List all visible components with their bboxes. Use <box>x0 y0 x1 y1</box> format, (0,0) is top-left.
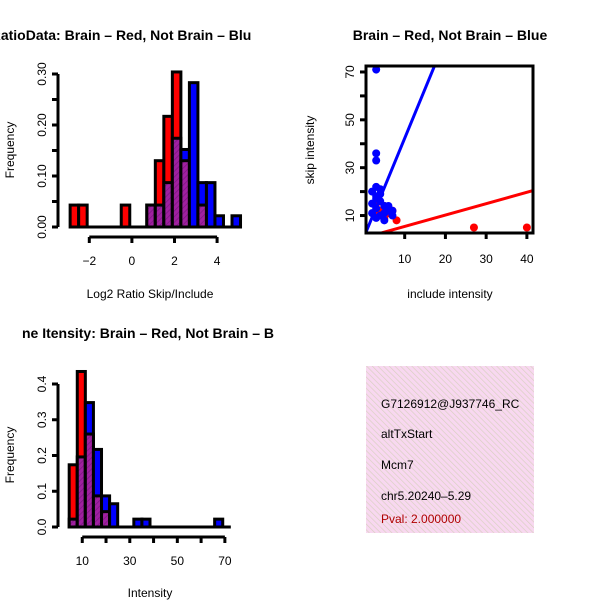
scatter-x-tick-label: 40 <box>520 252 534 266</box>
hist1-title: RatioData: Brain – Red, Not Brain – Blu <box>0 27 251 43</box>
info-pval: Pval: 2.000000 <box>381 512 461 526</box>
hist2-x-tick-label: 30 <box>123 554 137 568</box>
scatter-frame <box>364 64 535 235</box>
hist2-y-tick-label: 0.3 <box>35 411 49 428</box>
hist2-y-tick-label: 0.2 <box>35 447 49 464</box>
scatter-point-brain <box>522 223 531 232</box>
hist2-x-tick-label: 10 <box>76 554 90 568</box>
hist2-title: ne Itensity: Brain – Red, Not Brain – B <box>22 325 274 341</box>
scatter-fit-line-not-brain <box>366 66 437 233</box>
scatter-y-tick-label: 10 <box>343 209 357 223</box>
hist0-y-tick-label: 0.20 <box>35 113 49 137</box>
hist0-y-tick-label: 0.00 <box>35 215 49 239</box>
info-location: chr5.20240–5.29 <box>381 489 471 503</box>
hist0-y-tick-label: 0.10 <box>35 164 49 188</box>
scatter-y-tick-label: 30 <box>343 161 357 175</box>
hist0-bar-not-brain <box>230 214 243 229</box>
hist2-y-tick-label: 0.1 <box>35 483 49 500</box>
hist0-bar-not-brain <box>213 214 225 229</box>
hist2-xlabel: Intensity <box>128 586 173 600</box>
info-event-type: altTxStart <box>381 427 433 441</box>
scatter-point-not-brain <box>380 216 389 225</box>
scatter-point-not-brain <box>372 156 381 165</box>
hist2-x-tick-label: 50 <box>171 554 185 568</box>
scatter-point-not-brain <box>372 66 381 74</box>
hist0-bar-brain <box>77 203 89 229</box>
scatter-y-tick-label: 70 <box>343 65 357 79</box>
hist2-y-tick-label: 0.0 <box>35 518 49 535</box>
hist2-y-tick-label: 0.4 <box>35 375 49 392</box>
hist2-bar-not-brain <box>108 502 120 529</box>
scatter-title: Brain – Red, Not Brain – Blue <box>353 27 548 43</box>
scatter-x-tick-label: 10 <box>398 252 412 266</box>
hist0-x-tick-label: 4 <box>214 254 221 268</box>
scatter-point-not-brain <box>388 211 397 220</box>
scatter-point-brain <box>469 223 478 232</box>
scatter-ylabel: skip intensity <box>303 116 317 185</box>
info-probe-id: G7126912@J937746_RC <box>381 397 520 411</box>
scatter-point-not-brain <box>384 201 393 210</box>
hist0-x-tick-label: −2 <box>82 254 96 268</box>
hist0-x-tick-label: 0 <box>129 254 136 268</box>
info-gene: Mcm7 <box>381 458 414 472</box>
hist1-ylabel: Frequency <box>3 122 17 179</box>
scatter-point-not-brain <box>380 209 389 218</box>
hist1-xlabel: Log2 Ratio Skip/Include <box>87 287 214 301</box>
scatter-x-tick-label: 30 <box>479 252 493 266</box>
hist2-ylabel: Frequency <box>3 427 17 484</box>
scatter-xlabel: include intensity <box>407 287 492 301</box>
hist0-x-tick-label: 2 <box>171 254 178 268</box>
scatter-x-tick-label: 20 <box>439 252 453 266</box>
scatter-fit-line-brain <box>375 189 533 233</box>
scatter-point-not-brain <box>372 149 381 158</box>
info-box: G7126912@J937746_RC altTxStart Mcm7 chr5… <box>366 366 534 533</box>
hist0-bar-brain <box>119 203 132 229</box>
scatter-plot-area <box>366 66 533 233</box>
hist2-x-tick-label: 70 <box>218 554 232 568</box>
hist0-y-tick-label: 0.30 <box>35 62 49 86</box>
scatter-y-tick-label: 50 <box>343 113 357 127</box>
